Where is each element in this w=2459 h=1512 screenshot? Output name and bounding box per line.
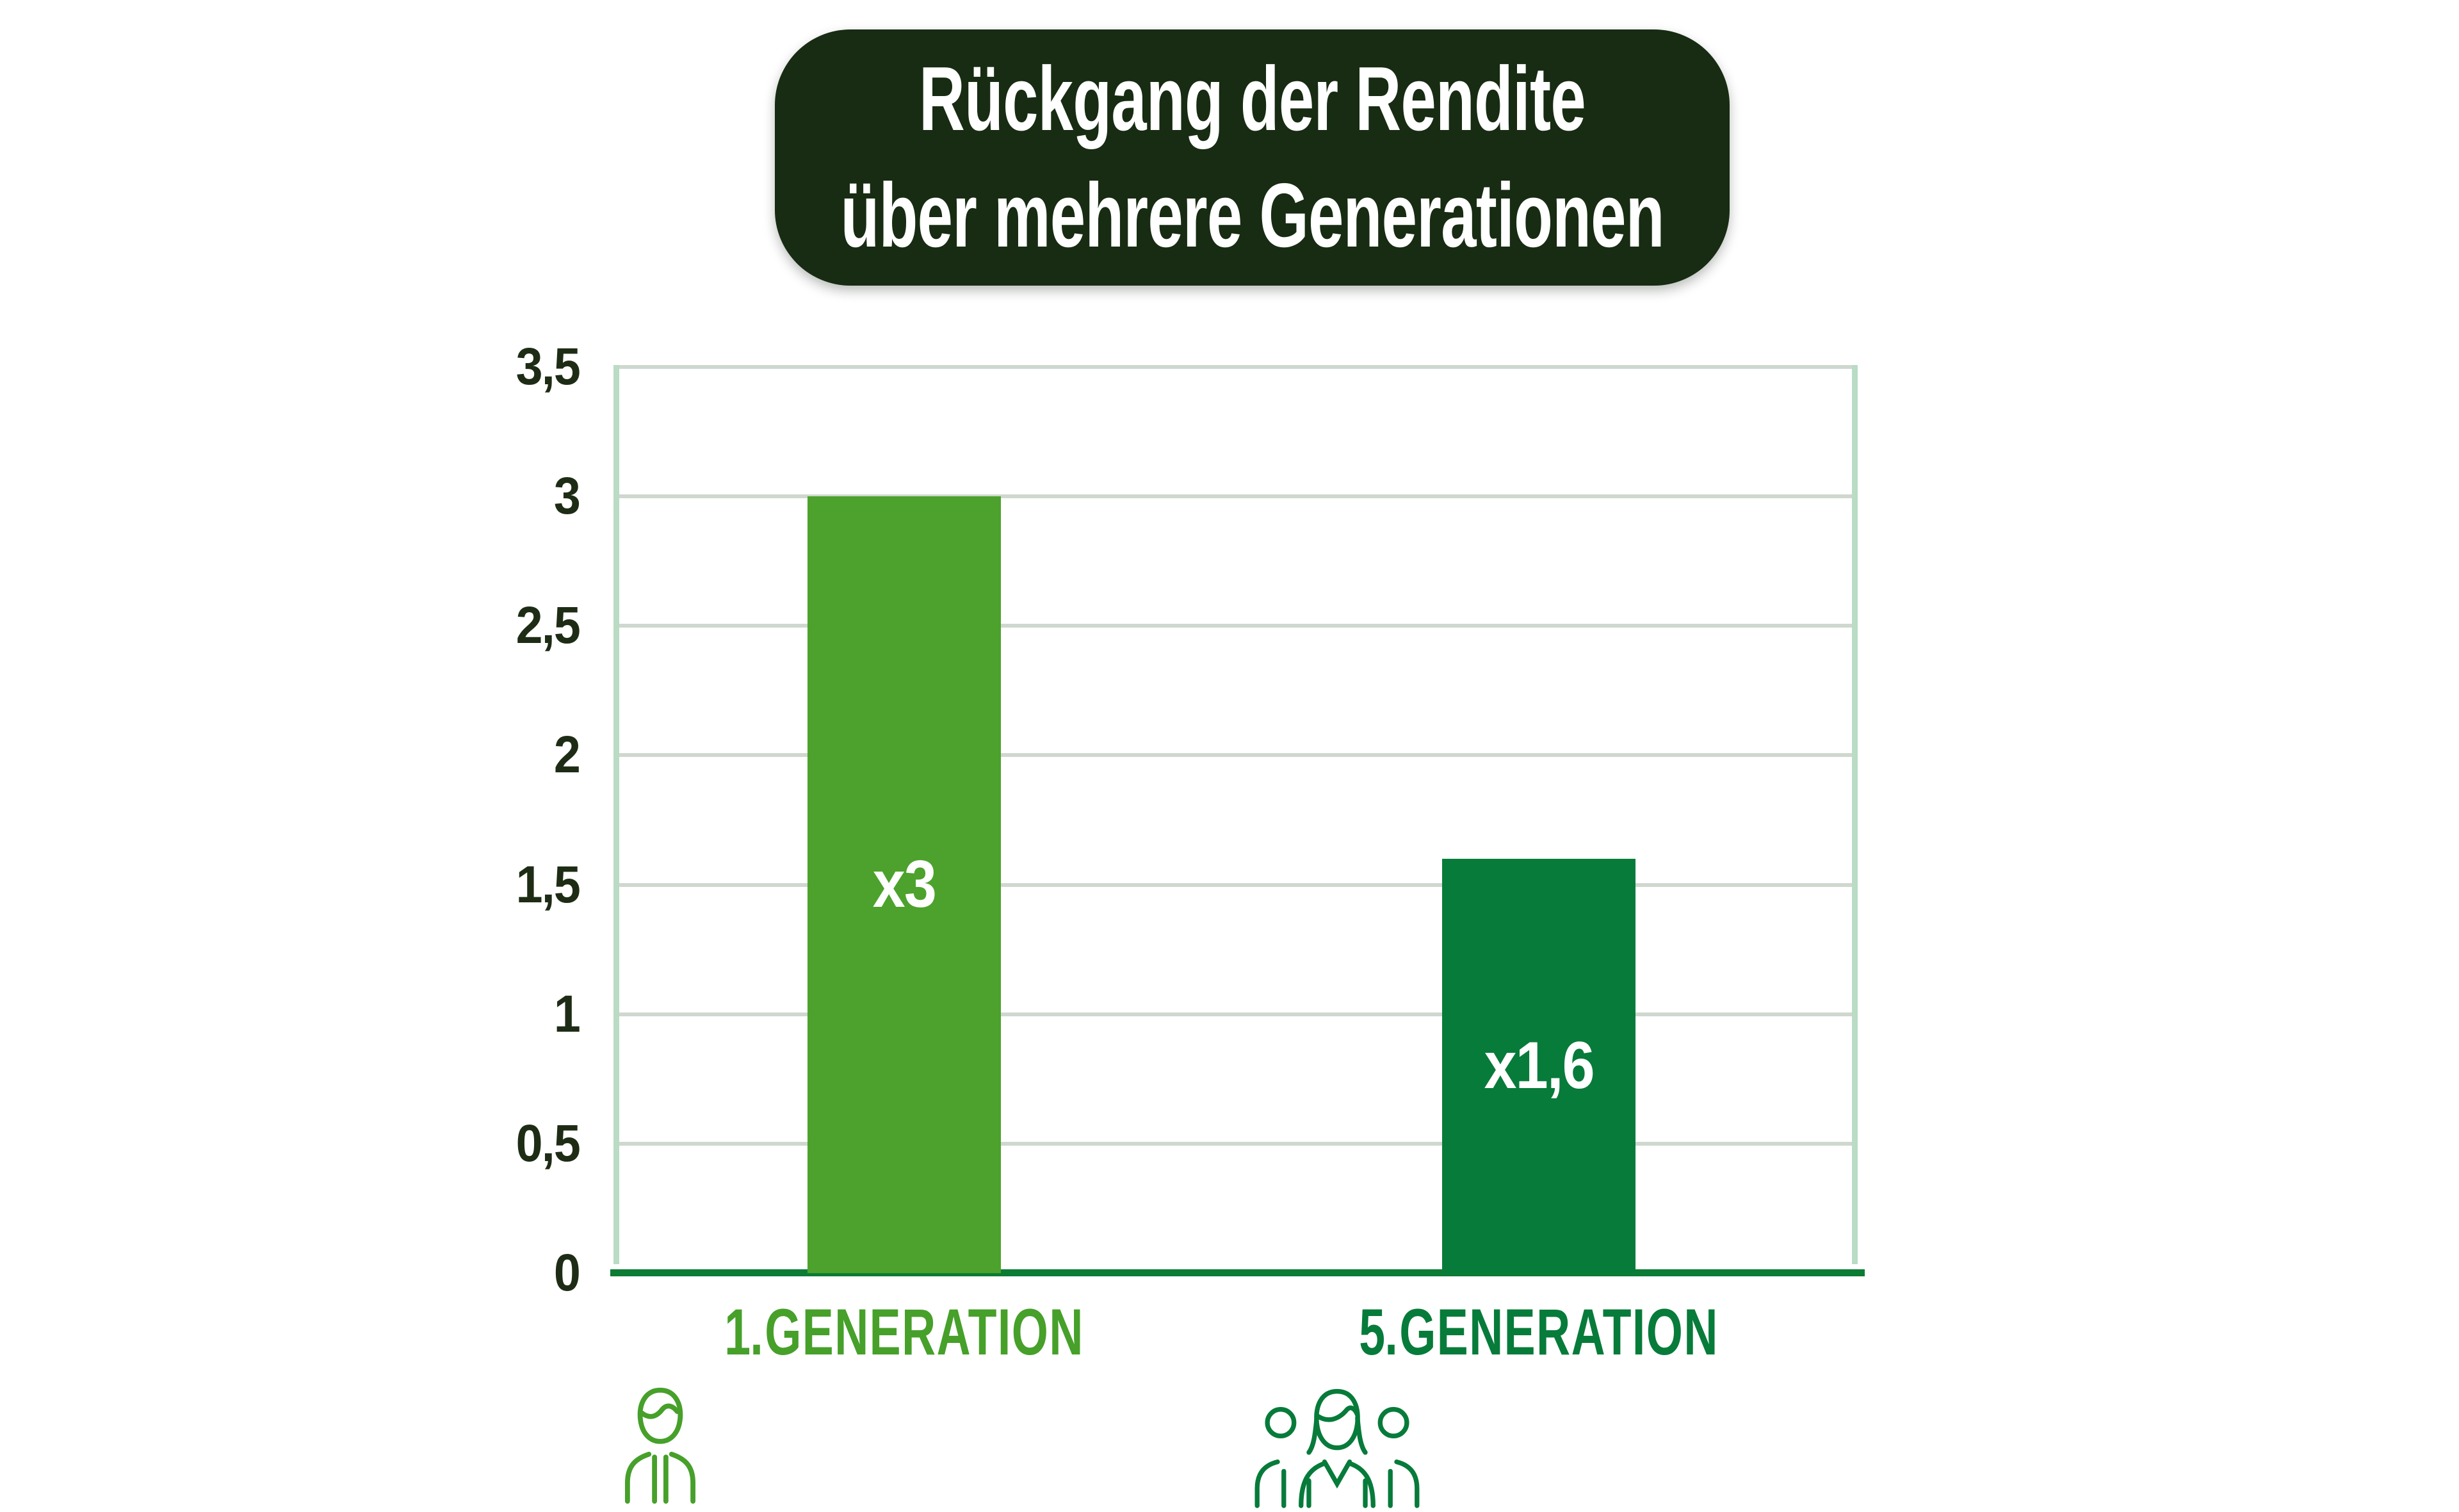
y-tick-1: 1 <box>553 984 581 1043</box>
y-tick-3,5: 3,5 <box>515 337 581 396</box>
y-tick-1,5: 1,5 <box>515 855 581 914</box>
category-label-generation-1: 1. GENERATION <box>616 1295 1192 1507</box>
three-people-icon <box>1251 1379 1827 1512</box>
chart-title-line-2: über mehrere Generationen <box>840 165 1664 266</box>
y-tick-0,5: 0,5 <box>515 1114 581 1173</box>
gridline-1,5 <box>619 882 1852 887</box>
category-1-number: 1. <box>724 1296 763 1369</box>
chart-title-line-1: Rückgang der Rendite <box>919 48 1586 150</box>
bar-1-generation: x3 <box>807 496 1001 1273</box>
category-label-generation-5: 5. GENERATION <box>1251 1295 1827 1512</box>
chart-title-banner: Rückgang der Rendite über mehrere Genera… <box>775 29 1730 286</box>
bar-value-label: x3 <box>872 847 937 922</box>
y-axis-left-border <box>613 365 619 1264</box>
gridline-2 <box>619 753 1852 758</box>
gridline-3,5 <box>619 365 1852 369</box>
bar-5-generation: x1,6 <box>1442 859 1636 1273</box>
gridline-2,5 <box>619 624 1852 628</box>
y-tick-2,5: 2,5 <box>515 596 581 655</box>
bar-value-label: x1,6 <box>1484 1028 1595 1103</box>
y-tick-3: 3 <box>553 467 581 526</box>
y-tick-2: 2 <box>553 726 581 784</box>
gridline-0,5 <box>619 1141 1852 1146</box>
category-5-word: GENERATION <box>1399 1296 1719 1369</box>
gridline-1 <box>619 1012 1852 1016</box>
plot-area: x3 x1,6 <box>610 365 1865 1276</box>
category-5-number: 5. <box>1359 1296 1398 1369</box>
plot-right-border <box>1852 365 1858 1264</box>
y-tick-0: 0 <box>553 1244 581 1302</box>
x-axis-line <box>610 1269 1865 1276</box>
category-1-word: GENERATION <box>764 1296 1084 1369</box>
gridline-3 <box>619 494 1852 499</box>
single-person-icon <box>616 1379 1192 1507</box>
